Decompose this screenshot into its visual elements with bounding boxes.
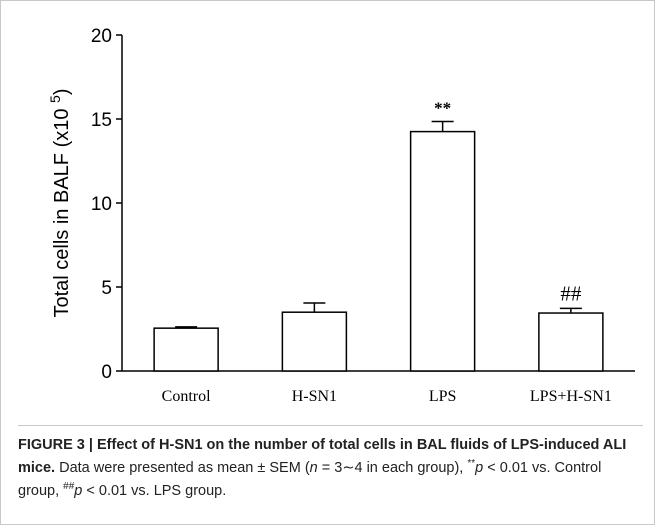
bar xyxy=(538,312,604,372)
significance-label: ** xyxy=(434,99,451,118)
bar xyxy=(153,327,219,372)
x-tick-label: Control xyxy=(162,388,211,405)
caption-text-1: Data were presented as mean ± SEM ( xyxy=(55,460,310,476)
y-tick-label: 0 xyxy=(101,362,112,383)
caption-p-1: p xyxy=(475,460,484,476)
y-axis-title-main: Total cells in BALF (x10 xyxy=(51,103,73,318)
x-tick-label: LPS+H-SN1 xyxy=(530,388,612,405)
bar-chart: 0 5 10 15 20 Total cells in BALF (x10 5) Contr… xyxy=(47,26,635,405)
caption-text-4: < 0.01 vs. LPS group. xyxy=(82,483,227,499)
bar xyxy=(281,311,348,372)
caption-sup-1: ** xyxy=(467,458,476,470)
caption-text-2: = 3∼4 in each group), xyxy=(317,460,468,476)
y-axis-title: Total cells in BALF (x10 5) xyxy=(47,89,73,318)
caption-p-2: p xyxy=(74,483,83,499)
y-tick-label: 20 xyxy=(91,26,112,47)
x-tick-label: LPS xyxy=(429,388,457,405)
caption-sup-2: ## xyxy=(63,481,75,493)
caption-title: FIGURE 3 | Effect of H-SN1 on the number… xyxy=(18,437,627,476)
y-axis-title-exponent: 5 xyxy=(47,95,63,103)
y-tick-label: 10 xyxy=(91,194,112,215)
figure-caption: FIGURE 3 | Effect of H-SN1 on the number… xyxy=(18,425,643,503)
x-tick-label: H-SN1 xyxy=(292,388,337,405)
y-axis-title-close: ) xyxy=(51,89,73,96)
significance-label: ## xyxy=(560,281,582,305)
bar xyxy=(409,130,476,372)
y-tick-label: 15 xyxy=(91,110,112,131)
caption-n: n xyxy=(309,460,318,476)
caption-text-3: < 0.01 vs. Control group, xyxy=(18,460,602,499)
y-tick-label: 5 xyxy=(101,278,112,299)
